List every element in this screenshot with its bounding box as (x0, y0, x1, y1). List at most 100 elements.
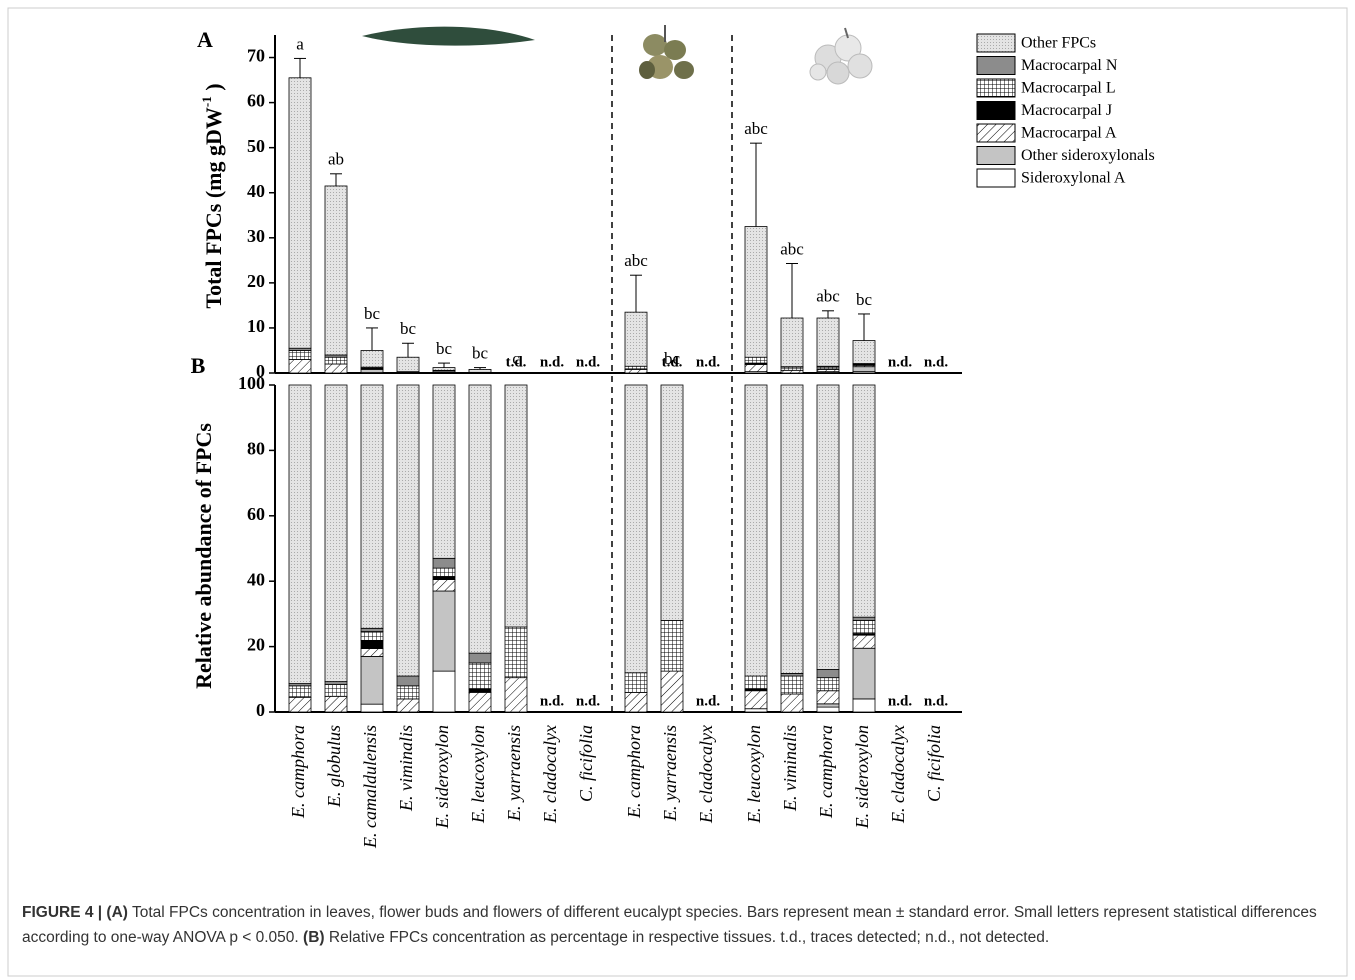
significance-letter: bc (400, 319, 417, 338)
bar-segment (817, 678, 839, 691)
bar-segment (853, 699, 875, 712)
legend-swatch (977, 147, 1015, 165)
bar-segment (361, 656, 383, 704)
legend-label: Macrocarpal L (1021, 80, 1116, 97)
bud-icon (639, 25, 694, 79)
bar-segment (625, 673, 647, 693)
y-tick-label: 0 (256, 700, 265, 720)
x-tick-label: E. yarraensis (504, 725, 524, 822)
legend-swatch (977, 169, 1015, 187)
x-tick-label: E. yarraensis (660, 725, 680, 822)
detection-label: n.d. (540, 354, 564, 370)
detection-label: n.d. (888, 693, 912, 709)
bar-segment (469, 653, 491, 663)
bar-segment (325, 357, 347, 364)
bar-segment (781, 318, 803, 367)
significance-letter: a (296, 34, 304, 53)
x-tick-label: E. leucoxylon (744, 725, 764, 824)
x-tick-label: C. ficifolia (576, 725, 596, 802)
bar-segment (661, 620, 683, 671)
bar-segment (745, 364, 767, 371)
bar-segment (433, 568, 455, 577)
significance-letter: abc (780, 239, 804, 258)
detection-label: n.d. (540, 693, 564, 709)
y-tick-label: 60 (247, 91, 265, 111)
y-tick-label: 40 (247, 569, 265, 589)
caption: FIGURE 4 | (A) Total FPCs concentration … (22, 900, 1322, 950)
y-tick-label: 20 (247, 271, 265, 291)
bar-segment (433, 558, 455, 568)
y-label-part: Relative abundance of FPCs (191, 423, 216, 689)
legend-label: Macrocarpal N (1021, 57, 1118, 74)
bar-segment (361, 385, 383, 628)
detection-label: n.d. (924, 354, 948, 370)
detection-label: n.d. (888, 354, 912, 370)
bar-segment (289, 78, 311, 348)
y-tick-label: 80 (247, 439, 265, 459)
bar-segment (505, 385, 527, 627)
x-tick-label: E. camphora (816, 725, 836, 819)
y-tick-label: 20 (247, 635, 265, 655)
bar-segment (433, 591, 455, 671)
bar-segment (853, 341, 875, 364)
bar-segment (781, 367, 803, 370)
y-tick-label: 30 (247, 226, 265, 246)
significance-letter: bc (436, 339, 453, 358)
bar-segment (361, 369, 383, 372)
caption-part: (B) (303, 929, 325, 946)
bar-segment (781, 676, 803, 694)
detection-label: n.d. (576, 354, 600, 370)
x-tick-label: E. camphora (288, 725, 308, 819)
detection-label: n.d. (696, 693, 720, 709)
bar-segment (397, 699, 419, 712)
legend-swatch (977, 57, 1015, 75)
bar-segment (289, 686, 311, 697)
bar-segment (469, 385, 491, 653)
leaf-icon (362, 27, 535, 46)
y-label-part: Total FPCs (mg gDW (201, 107, 226, 308)
bar-segment (469, 689, 491, 692)
bar-segment (625, 692, 647, 712)
bar-segment (433, 385, 455, 558)
significance-letter: bc (472, 343, 489, 362)
legend-swatch (977, 102, 1015, 120)
bar-segment (361, 628, 383, 631)
x-tick-label: E. camaldulensis (360, 725, 380, 849)
bar-segment (505, 627, 527, 678)
y-axis-label: Total FPCs (mg gDW-1 ) (199, 83, 226, 308)
bar-segment (361, 704, 383, 712)
x-tick-label: E. cladocalyx (888, 725, 908, 824)
x-tick-label: E. leucoxylon (468, 725, 488, 824)
bar-segment (661, 671, 683, 712)
bar-segment (289, 385, 311, 684)
x-tick-label: E. globulus (324, 725, 344, 808)
bar-segment (325, 364, 347, 373)
significance-letter: abc (816, 287, 840, 306)
significance-letter: bc (364, 304, 381, 323)
x-tick-label: C. ficifolia (924, 725, 944, 802)
bar-segment (745, 385, 767, 676)
bar-segment (817, 691, 839, 704)
bar-segment (325, 685, 347, 697)
legend-label: Other sideroxylonals (1021, 147, 1155, 164)
bar-segment (505, 678, 527, 712)
figure: A010203040506070Total FPCs (mg gDW-1 )aa… (0, 0, 1355, 980)
significance-letter: abc (744, 119, 768, 138)
bar-segment (289, 350, 311, 359)
bar-segment (361, 350, 383, 367)
legend-label: Macrocarpal J (1021, 102, 1112, 119)
bar-segment (853, 648, 875, 699)
bar-segment (817, 385, 839, 669)
y-tick-label: 50 (247, 136, 265, 156)
bar-segment (745, 227, 767, 358)
panel-label: A (197, 27, 213, 52)
x-tick-label: E. viminalis (780, 725, 800, 812)
bar-segment (781, 370, 803, 373)
bar-segment (325, 696, 347, 712)
bar-segment (781, 385, 803, 673)
bar-segment (745, 709, 767, 712)
chart: A010203040506070Total FPCs (mg gDW-1 )aa… (0, 0, 1355, 980)
bar-segment (361, 649, 383, 657)
legend-label: Other FPCs (1021, 35, 1096, 52)
bar-segment (853, 617, 875, 620)
